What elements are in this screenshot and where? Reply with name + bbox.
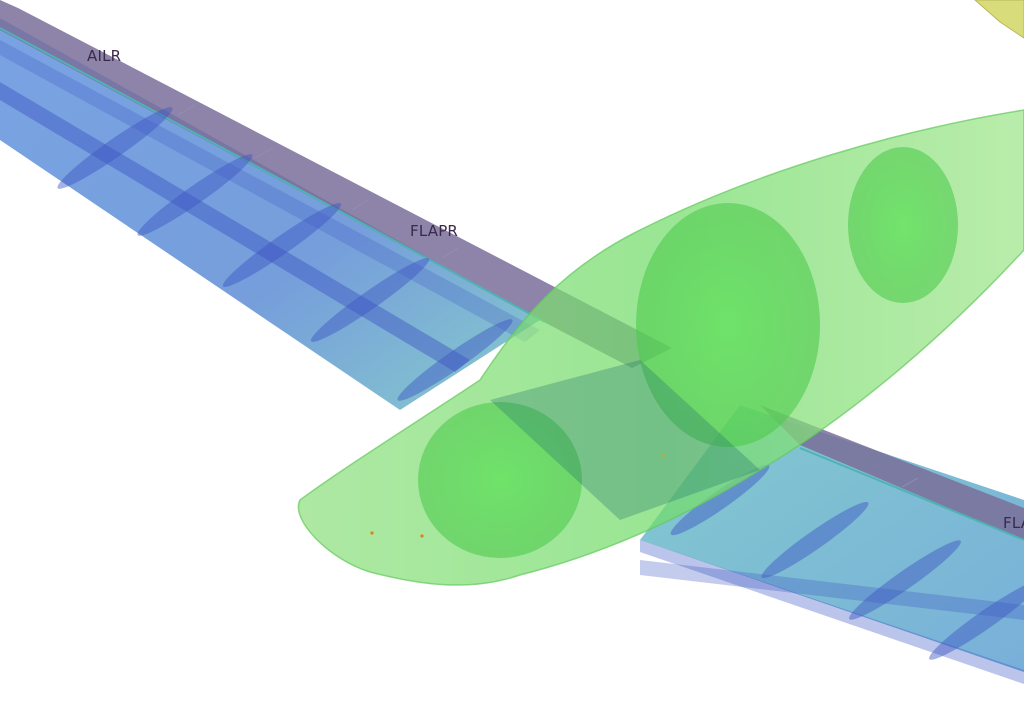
- hinge-line: [0, 27, 546, 323]
- tail-surface: [974, 0, 1024, 39]
- fuselage: [297, 109, 1024, 586]
- marker-point: [370, 531, 374, 535]
- bulkhead-rear: [848, 147, 958, 303]
- left-spar: [0, 82, 470, 372]
- right-wing-ribs: [670, 464, 1024, 660]
- right-control-surface-band: [760, 405, 1024, 540]
- marker-point: [661, 453, 665, 457]
- left-control-surface-band: [0, 0, 672, 368]
- left-wing: [0, 0, 672, 410]
- left-wing-ribs: [57, 107, 513, 401]
- label-ailr: AILR: [87, 47, 121, 65]
- bulkhead-front: [418, 402, 582, 558]
- marker-point: [420, 534, 424, 538]
- bulkhead-mid: [636, 203, 820, 447]
- label-flapl: FLA: [1003, 514, 1024, 532]
- label-flapr: FLAPR: [410, 222, 458, 240]
